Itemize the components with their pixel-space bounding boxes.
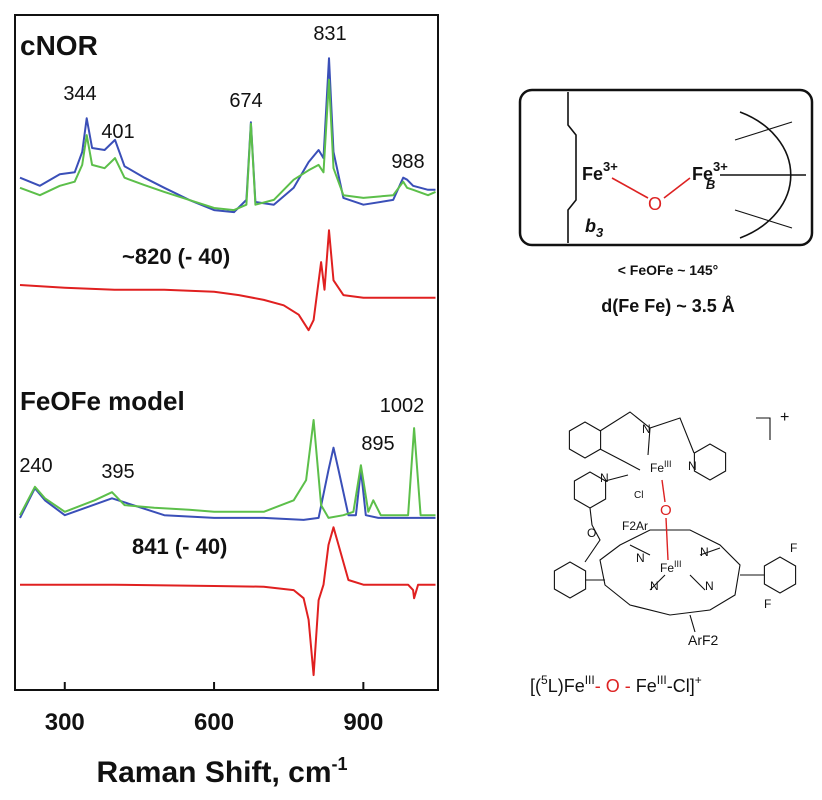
fe-b-charge: 3+ xyxy=(713,159,728,174)
spectrum xyxy=(19,57,436,214)
fe-o-bond xyxy=(661,479,666,503)
bracket xyxy=(756,417,771,440)
atom: ArF2 xyxy=(688,632,719,648)
atom: N xyxy=(600,471,609,485)
porphyrin-inner xyxy=(629,544,721,591)
formula-sup: III xyxy=(657,673,667,687)
atom: F2Ar xyxy=(622,519,648,533)
formula-part: [( xyxy=(530,676,541,696)
ring xyxy=(568,421,602,459)
fe-a-charge: 3+ xyxy=(603,159,618,174)
atom: F xyxy=(764,597,771,611)
peak-label: 395 xyxy=(101,461,134,483)
formula-sup: 5 xyxy=(541,673,548,687)
formula-sup: + xyxy=(695,673,702,687)
atom: F xyxy=(790,541,797,555)
ring xyxy=(573,471,607,509)
x-tick-label: 900 xyxy=(343,709,383,736)
atom: N xyxy=(705,579,714,593)
spectrum xyxy=(19,229,436,332)
fe-bot: Fe xyxy=(660,561,674,575)
ring xyxy=(553,561,587,599)
panel-label: cNOR xyxy=(20,30,98,61)
site-box xyxy=(518,88,814,247)
o-label: O xyxy=(648,194,662,214)
atom: FeIII xyxy=(660,559,682,575)
shift-label: ~820 (- 40) xyxy=(122,244,230,269)
x-axis-title-sup: -1 xyxy=(332,754,348,774)
x-axis-title-text: Raman Shift, cm xyxy=(96,756,331,789)
fe-b-sub: B xyxy=(706,177,715,192)
b3-label: b3 xyxy=(585,216,604,240)
bonds xyxy=(584,411,695,563)
atom: N xyxy=(650,579,659,593)
plot-frame xyxy=(14,14,439,691)
b3-main: b xyxy=(585,216,596,236)
fe-o-bond xyxy=(611,177,649,199)
atom: N xyxy=(700,545,709,559)
x-axis-title: Raman Shift, cm-1 xyxy=(96,754,347,789)
panel-label: FeOFe model xyxy=(20,386,185,416)
ring xyxy=(693,443,727,481)
fe-label: Fe3+ B xyxy=(692,159,728,192)
formula-sup: III xyxy=(585,673,595,687)
fe-o-bond xyxy=(663,177,691,199)
x-tick-label: 300 xyxy=(45,709,85,736)
fe-b: Fe xyxy=(692,164,713,184)
shift-label: 841 (- 40) xyxy=(132,534,227,559)
fe-o-bond xyxy=(665,517,669,561)
peak-label: 344 xyxy=(63,83,96,105)
structure: N N N FeIII Cl O F2Ar N N N N FeIII F F … xyxy=(553,409,797,648)
fe-label: Fe3+ xyxy=(582,159,618,184)
porphyrin xyxy=(586,529,764,633)
fe-top: Fe xyxy=(650,461,664,475)
peak-label: 401 xyxy=(101,121,134,143)
formula-part: L)Fe xyxy=(548,676,585,696)
ring xyxy=(763,556,797,594)
formula-o: - O - xyxy=(595,676,631,696)
b3-sub: 3 xyxy=(596,225,604,240)
peak-label: 831 xyxy=(313,23,346,45)
formula: [(5L)FeIII- O - FeIII-Cl]+ xyxy=(530,673,702,696)
peak-label: 988 xyxy=(391,151,424,173)
atom: O xyxy=(587,526,596,540)
formula-part: -Cl] xyxy=(667,676,695,696)
peak-label: 240 xyxy=(19,455,52,477)
plot-area xyxy=(19,57,436,690)
heme-line xyxy=(734,209,793,229)
spectrum xyxy=(19,78,436,212)
fe-top-ox: III xyxy=(664,459,672,469)
spectrum xyxy=(19,446,436,521)
distance-text: d(Fe Fe) ~ 3.5 Å xyxy=(601,296,735,316)
atom: FeIII xyxy=(650,459,672,475)
peak-label: 1002 xyxy=(380,395,425,417)
angle-text: < FeOFe ~ 145° xyxy=(618,262,719,278)
fe-a: Fe xyxy=(582,164,603,184)
atom: N xyxy=(688,459,697,473)
site-wall xyxy=(567,92,577,243)
heme-line xyxy=(734,121,793,141)
atom: Cl xyxy=(634,490,643,501)
peak-label: 674 xyxy=(229,90,262,112)
spectrum xyxy=(19,419,436,519)
atom: O xyxy=(660,502,672,519)
charge: + xyxy=(780,409,789,426)
x-tick-label: 600 xyxy=(194,709,234,736)
atom: N xyxy=(636,551,645,565)
fe-bot-ox: III xyxy=(674,559,682,569)
spectrum xyxy=(20,526,436,677)
atom: N xyxy=(642,422,651,436)
peak-label: 895 xyxy=(361,433,394,455)
formula-part: Fe xyxy=(631,676,657,696)
